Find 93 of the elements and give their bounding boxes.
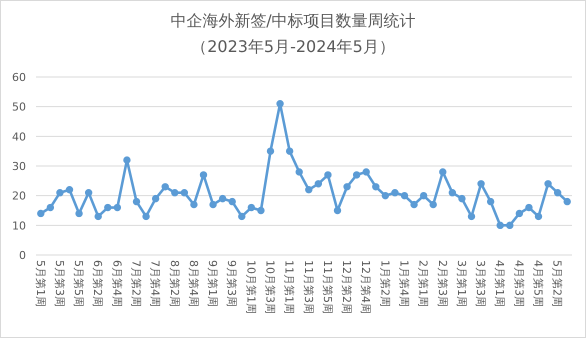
x-tick-label: 11月第3周	[302, 260, 315, 314]
x-tick-label: 5月第1周	[34, 260, 47, 307]
point	[209, 200, 217, 208]
point	[75, 210, 83, 218]
x-tick-label: 5月第3周	[52, 260, 66, 307]
y-tick-label: 0	[19, 249, 26, 262]
point	[266, 147, 274, 155]
point	[238, 212, 246, 220]
x-tick-label: 8月第2周	[168, 260, 181, 307]
x-tick-label: 7月第2周	[130, 260, 142, 307]
point	[180, 189, 188, 196]
point	[430, 200, 437, 208]
x-tick-label: 11月第1周	[282, 260, 296, 314]
point	[362, 168, 370, 176]
point	[152, 194, 160, 202]
point	[257, 206, 265, 214]
point	[448, 189, 456, 196]
point	[314, 180, 322, 188]
point	[486, 198, 494, 206]
point	[506, 222, 514, 230]
y-tick-label: 30	[12, 160, 26, 173]
point	[477, 180, 485, 188]
point	[534, 212, 542, 220]
y-tick-label: 50	[12, 100, 26, 114]
x-tick-label: 1月第2周	[378, 260, 392, 307]
x-tick-label: 4月第3周	[512, 260, 526, 307]
x-tick-label: 6月第2周	[91, 260, 104, 307]
point	[200, 171, 208, 179]
x-tick-label: 2月第1周	[416, 260, 430, 307]
point	[171, 189, 178, 196]
point	[391, 189, 399, 196]
y-tick-label: 40	[12, 130, 26, 144]
point	[248, 204, 256, 212]
point	[420, 192, 428, 200]
point	[66, 186, 74, 194]
x-tick-label: 12月第4周	[359, 260, 372, 314]
point	[56, 189, 64, 196]
x-tick-label: 9月第1周	[206, 260, 220, 307]
x-tick-label: 11月第5周	[320, 260, 334, 314]
x-tick-label: 5月第2周	[550, 260, 564, 307]
point	[132, 198, 140, 206]
point	[564, 198, 571, 206]
point	[276, 100, 284, 108]
point	[334, 206, 342, 214]
point	[296, 168, 303, 176]
point	[496, 222, 504, 230]
point	[114, 204, 122, 212]
point	[286, 147, 294, 155]
point	[372, 183, 380, 190]
x-tick-label: 10月第3周	[264, 260, 276, 314]
y-tick-label: 60	[12, 71, 26, 84]
point	[544, 180, 552, 188]
point	[352, 171, 360, 179]
point	[439, 168, 446, 176]
x-tick-label: 8月第4周	[186, 260, 200, 307]
subtitle: （2023年5月-2024年5月）	[191, 37, 395, 56]
point	[400, 192, 408, 200]
point	[458, 194, 466, 202]
point	[190, 200, 198, 208]
point	[37, 210, 44, 218]
x-tick-label: 7月第4周	[148, 260, 162, 307]
point	[525, 204, 533, 212]
y-tick-label: 10	[12, 219, 26, 232]
x-tick-label: 3月第3周	[474, 260, 488, 307]
x-tick-label: 10月第1周	[244, 260, 258, 314]
point	[104, 204, 112, 212]
point	[410, 200, 418, 208]
x-tick-label: 3月第1周	[454, 260, 468, 307]
x-tick-label: 9月第3周	[225, 260, 238, 307]
point	[516, 210, 524, 218]
point	[46, 204, 54, 212]
y-tick-label: 20	[12, 190, 26, 203]
x-tick-label: 1月第4周	[398, 260, 410, 307]
x-tick-label: 4月第5周	[532, 260, 544, 307]
title: 中企海外新签/中标项目数量周统计	[170, 11, 416, 30]
point	[142, 212, 150, 220]
x-tick-label: 5月第5周	[72, 260, 86, 307]
point	[343, 183, 351, 190]
point	[228, 198, 236, 206]
point	[382, 192, 390, 200]
x-tick-label: 6月第4周	[110, 260, 124, 307]
x-tick-label: 12月第2周	[340, 260, 354, 314]
point	[468, 212, 476, 220]
point	[84, 189, 92, 196]
point	[305, 186, 312, 194]
point	[324, 171, 332, 179]
point	[554, 189, 562, 196]
point	[94, 212, 102, 220]
point	[162, 183, 169, 190]
x-tick-label: 4月第1周	[493, 260, 506, 307]
x-tick-label: 2月第3周	[436, 260, 449, 307]
point	[123, 156, 131, 164]
point	[218, 194, 226, 202]
